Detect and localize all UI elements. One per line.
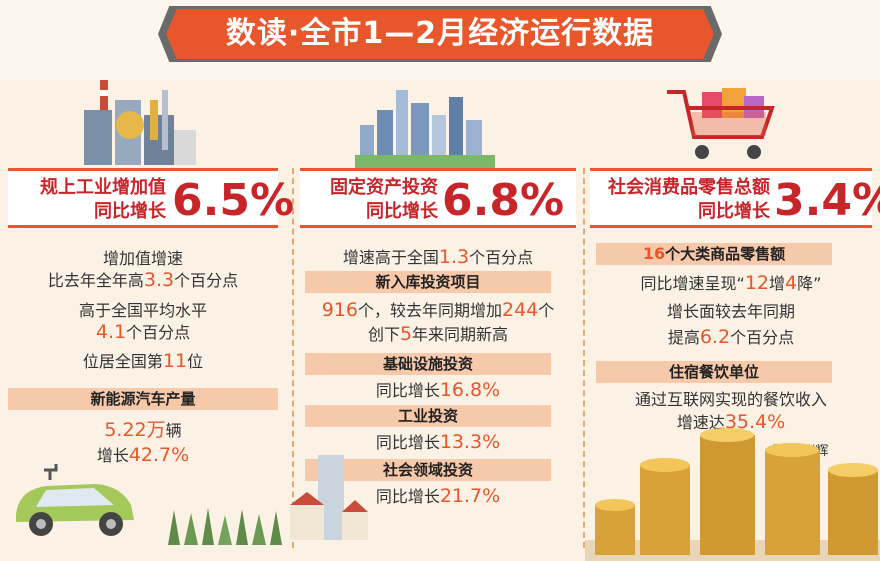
- column-separator-1: [292, 168, 294, 548]
- col3-line2: 增长面较去年同期: [666, 302, 795, 321]
- col2-line5: 同比增长13.3%: [375, 431, 501, 453]
- electric-car-illustration: [16, 464, 134, 536]
- column-separator-2: [583, 168, 585, 548]
- page-title: 数读·全市1—2月经济运行数据: [166, 9, 714, 59]
- col3-line3: 提高6.2个百分点: [667, 326, 795, 348]
- city-buildings-illustration: [355, 90, 495, 170]
- col1-header: 规上工业增加值 同比增长 6.5%: [8, 168, 294, 228]
- col1-header-value: 6.5%: [172, 175, 295, 226]
- col1-line2: 比去年全年高3.3个百分点: [47, 269, 239, 291]
- col3-header-value: 3.4%: [774, 175, 880, 226]
- col3-header: 社会消费品零售总额 同比增长 3.4%: [590, 168, 880, 228]
- col2-header-line2: 同比增长: [366, 201, 438, 222]
- col2-band-industrial: 工业投资: [305, 405, 551, 427]
- col2-header-line1: 固定资产投资: [330, 177, 438, 198]
- col2-line3: 创下5年来同期新高: [367, 323, 509, 345]
- col1-line5: 位居全国第11位: [82, 350, 204, 372]
- col2-line2: 916个，较去年同期增加244个: [321, 299, 555, 321]
- col2-band-social: 社会领域投资: [305, 459, 551, 481]
- col3-band-categories: 16个大类商品零售额: [596, 243, 832, 265]
- col1-line7: 增长42.7%: [96, 444, 190, 466]
- col2-line1: 增速高于全国1.3个百分点: [342, 246, 534, 268]
- col3-line1: 同比增速呈现“12增4降”: [640, 272, 822, 294]
- gold-coins-illustration: [585, 428, 880, 561]
- col1-band-nev: 新能源汽车产量: [8, 388, 278, 410]
- col2-header: 固定资产投资 同比增长 6.8%: [300, 168, 576, 228]
- col1-header-line1: 规上工业增加值: [40, 177, 166, 198]
- col2-band-infrastructure: 基础设施投资: [305, 353, 551, 375]
- title-banner: 数读·全市1—2月经济运行数据: [158, 6, 722, 62]
- col2-line4: 同比增长16.8%: [375, 379, 501, 401]
- factory-illustration: [84, 80, 196, 165]
- col2-header-value: 6.8%: [442, 175, 565, 226]
- shopping-cart-illustration: [667, 88, 775, 159]
- col1-line1: 增加值增速: [102, 249, 183, 268]
- col2-line6: 同比增长21.7%: [375, 485, 501, 507]
- col1-line3: 高于全国平均水平: [78, 301, 207, 320]
- trees-illustration: [168, 508, 282, 545]
- col3-line4: 通过互联网实现的餐饮收入: [634, 390, 827, 409]
- col3-header-line1: 社会消费品零售总额: [608, 177, 770, 198]
- col3-header-line2: 同比增长: [698, 201, 770, 222]
- col1-line4: 4.1个百分点: [95, 321, 191, 343]
- houses-illustration: [290, 455, 368, 540]
- col1-header-line2: 同比增长: [94, 201, 166, 222]
- col2-band-new-projects: 新入库投资项目: [305, 271, 551, 293]
- col3-line5: 增速达35.4%: [676, 411, 786, 433]
- col3-band-catering: 住宿餐饮单位: [596, 361, 832, 383]
- col1-line6: 5.22万辆: [104, 419, 182, 441]
